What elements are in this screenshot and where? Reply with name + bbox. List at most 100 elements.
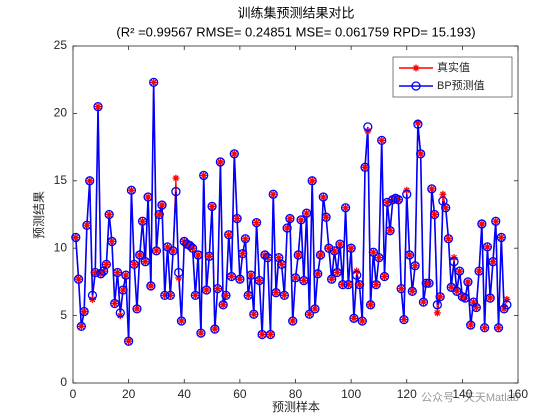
marker (218, 300, 228, 310)
marker (150, 78, 158, 86)
marker (151, 246, 162, 256)
y-axis-label: 预测结果 (32, 191, 46, 239)
marker (253, 219, 261, 227)
marker (154, 209, 164, 220)
x-tick-label: 60 (233, 387, 247, 401)
marker (485, 293, 495, 303)
marker (165, 290, 175, 301)
marker (161, 291, 169, 299)
marker (139, 217, 147, 225)
marker (495, 324, 503, 332)
marker (235, 274, 245, 284)
marker (279, 290, 290, 301)
marker (322, 213, 330, 221)
marker (137, 216, 148, 226)
marker (164, 243, 172, 251)
marker (385, 226, 395, 236)
marker (275, 254, 283, 262)
marker (175, 274, 183, 282)
marker (204, 251, 214, 261)
marker (329, 246, 340, 256)
marker (379, 271, 390, 282)
marker (365, 300, 376, 310)
marker (383, 198, 391, 206)
marker (140, 257, 150, 267)
marker (300, 277, 308, 285)
marker (203, 286, 210, 294)
marker (393, 195, 404, 205)
marker (332, 267, 342, 278)
marker (229, 149, 239, 159)
marker (216, 158, 224, 166)
marker (222, 291, 230, 299)
marker (472, 304, 480, 312)
marker (191, 291, 199, 299)
marker (244, 291, 252, 299)
x-tick-label: 20 (122, 387, 136, 401)
marker (433, 309, 441, 317)
marker (311, 305, 319, 313)
marker (477, 219, 487, 229)
marker (76, 321, 86, 332)
marker (454, 266, 465, 276)
marker (144, 193, 152, 201)
x-tick-label: 100 (341, 387, 361, 401)
marker (233, 215, 241, 223)
marker (127, 186, 135, 194)
marker (111, 299, 119, 307)
marker (211, 325, 219, 333)
marker (171, 186, 181, 197)
x-tick-label: 160 (508, 387, 528, 401)
marker (265, 329, 276, 340)
marker (313, 269, 323, 279)
marker (458, 293, 466, 301)
marker (492, 217, 500, 225)
marker (112, 267, 123, 278)
marker (466, 320, 476, 330)
marker (307, 176, 317, 186)
marker (408, 287, 416, 295)
marker (101, 259, 112, 270)
marker (133, 305, 141, 313)
marker (464, 278, 472, 286)
marker (467, 321, 475, 329)
marker (199, 170, 209, 181)
marker (272, 289, 280, 297)
marker (155, 211, 163, 218)
marker (250, 310, 258, 318)
marker (122, 271, 130, 279)
marker (500, 305, 508, 313)
marker (152, 247, 160, 255)
marker (407, 286, 417, 296)
marker (342, 204, 350, 212)
marker (468, 297, 479, 307)
marker (436, 293, 444, 301)
marker (224, 230, 234, 240)
marker (247, 271, 255, 279)
marker (130, 260, 138, 268)
marker (339, 281, 347, 289)
marker (386, 227, 394, 235)
marker (475, 267, 483, 275)
marker (241, 235, 249, 243)
marker (502, 300, 512, 310)
marker (421, 278, 431, 288)
marker (377, 135, 387, 146)
marker (489, 258, 497, 266)
marker (305, 310, 313, 318)
marker (335, 239, 345, 249)
marker (200, 171, 208, 179)
marker (75, 275, 83, 283)
series-line (74, 82, 508, 342)
marker (293, 250, 303, 260)
marker (146, 281, 156, 291)
marker (96, 269, 106, 279)
marker (340, 203, 351, 213)
marker (449, 257, 459, 267)
marker (185, 240, 195, 251)
marker (118, 285, 128, 295)
marker (123, 336, 134, 346)
marker (491, 216, 501, 226)
marker (378, 136, 386, 144)
